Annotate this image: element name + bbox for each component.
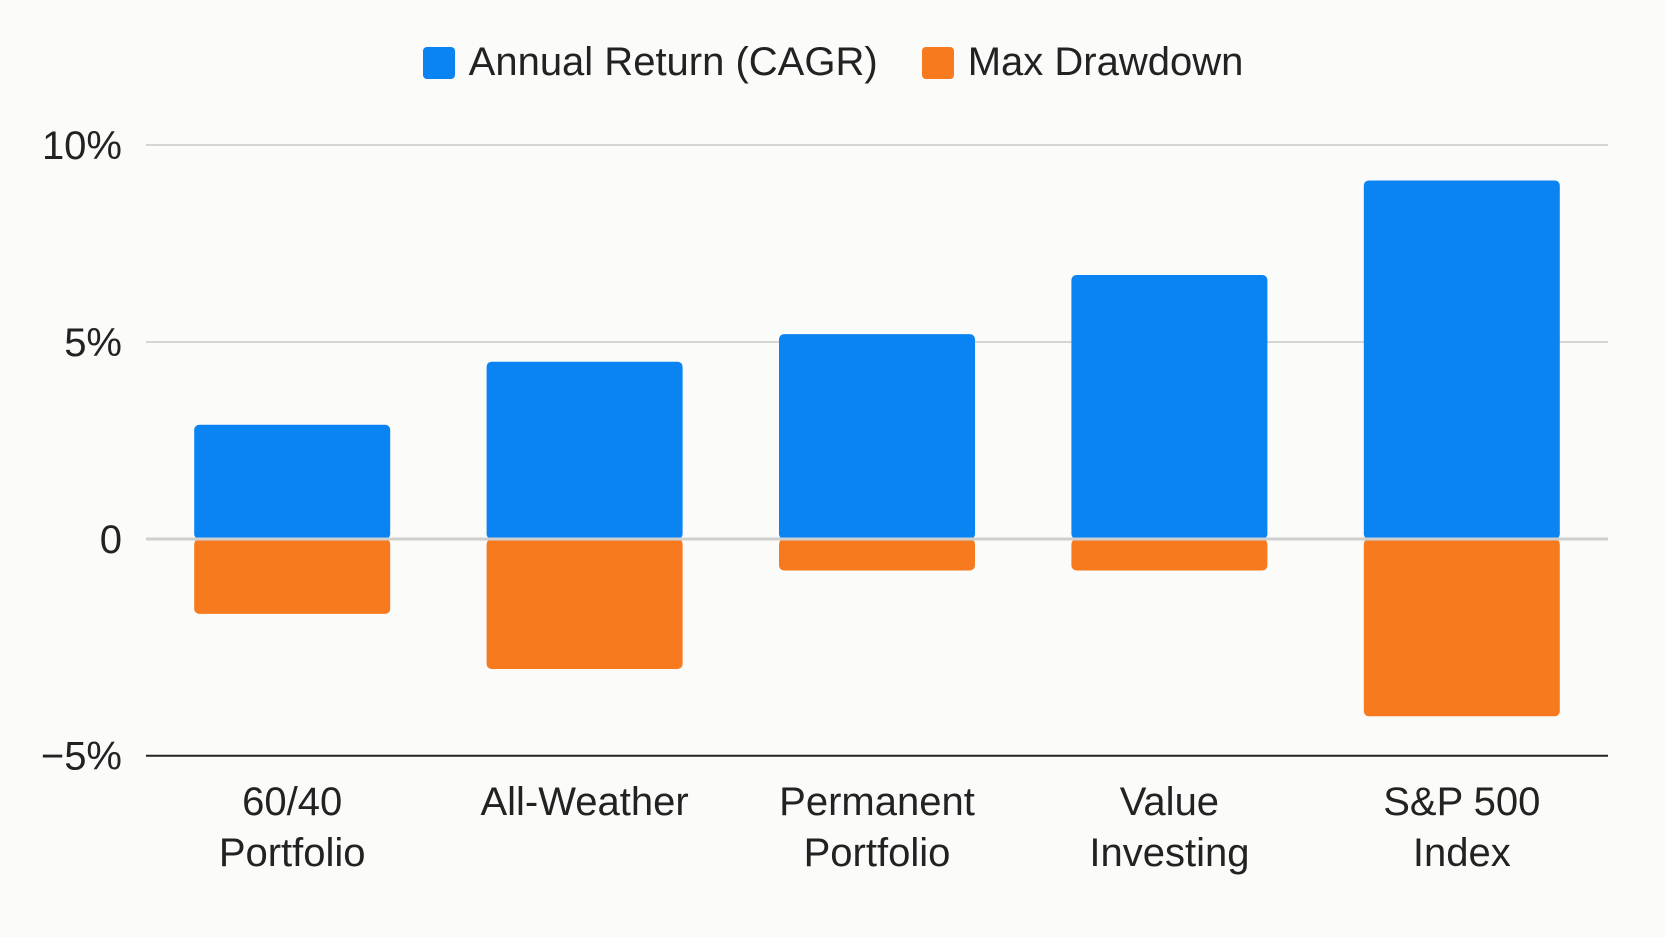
legend-item-drawdown: Max Drawdown xyxy=(921,40,1244,85)
x-tick-label: 60/40 xyxy=(242,780,342,824)
bar-cagr xyxy=(486,361,683,539)
legend-swatch-drawdown xyxy=(921,46,954,79)
x-tick-label: Index xyxy=(1413,831,1511,875)
x-tick-label: Permanent xyxy=(779,780,975,824)
legend-swatch-cagr xyxy=(422,46,455,79)
bar-cagr xyxy=(1363,180,1560,539)
bar-drawdown xyxy=(1363,539,1560,717)
bar-drawdown xyxy=(486,539,683,670)
bar-drawdown xyxy=(194,539,391,614)
x-tick-label: Investing xyxy=(1089,831,1249,875)
legend-label-cagr: Annual Return (CAGR) xyxy=(468,40,878,84)
x-tick-label: Portfolio xyxy=(219,831,366,875)
x-tick-label: Value xyxy=(1120,780,1219,824)
chart-legend: Annual Return (CAGR) Max Drawdown xyxy=(0,40,1666,85)
y-tick-label: −5% xyxy=(41,735,122,779)
y-tick-label: 10% xyxy=(42,124,122,168)
bar-cagr xyxy=(194,424,391,539)
x-tick-label: S&P 500 xyxy=(1383,780,1540,824)
bar-drawdown xyxy=(779,539,975,571)
y-tick-label: 0 xyxy=(100,518,122,562)
legend-label-drawdown: Max Drawdown xyxy=(967,40,1244,84)
x-tick-label: All-Weather xyxy=(480,780,688,824)
legend-item-cagr: Annual Return (CAGR) xyxy=(422,40,878,85)
x-tick-label: Portfolio xyxy=(804,831,951,875)
bar-drawdown xyxy=(1071,539,1268,571)
y-tick-label: 5% xyxy=(64,321,122,365)
bar-cagr xyxy=(1071,275,1268,539)
bar-cagr xyxy=(779,334,975,539)
